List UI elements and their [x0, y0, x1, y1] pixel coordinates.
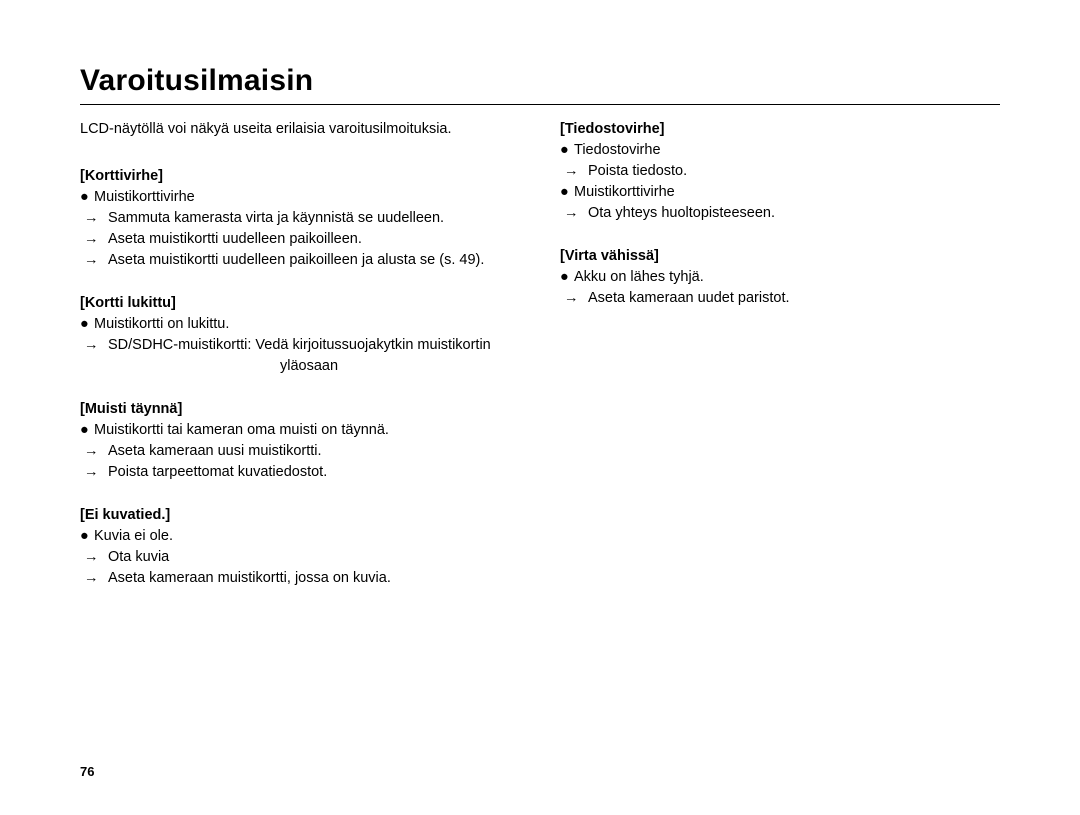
- bullet-text: Tiedostovirhe: [574, 140, 661, 161]
- bullet-icon: ●: [80, 314, 94, 335]
- section-virta-vahissa: [Virta vähissä] ● Akku on lähes tyhjä. →…: [560, 246, 1000, 309]
- arrow-item: → Ota kuvia: [80, 547, 520, 568]
- arrow-item: → Ota yhteys huoltopisteeseen.: [560, 203, 1000, 224]
- bullet-item: ● Akku on lähes tyhjä.: [560, 267, 1000, 288]
- arrow-item: → SD/SDHC-muistikortti: Vedä kirjoitussu…: [80, 335, 520, 356]
- section-heading: [Ei kuvatied.]: [80, 505, 520, 526]
- arrow-item: → Poista tiedosto.: [560, 161, 1000, 182]
- section-heading: [Virta vähissä]: [560, 246, 1000, 267]
- section-heading: [Kortti lukittu]: [80, 293, 520, 314]
- bullet-icon: ●: [80, 187, 94, 208]
- arrow-icon: →: [80, 208, 108, 229]
- arrow-item: → Poista tarpeettomat kuvatiedostot.: [80, 462, 520, 483]
- bullet-text: Kuvia ei ole.: [94, 526, 173, 547]
- arrow-icon: →: [80, 441, 108, 462]
- arrow-text: Poista tiedosto.: [588, 161, 687, 182]
- bullet-text: Muistikorttivirhe: [574, 182, 675, 203]
- arrow-text: Aseta muistikortti uudelleen paikoilleen…: [108, 250, 484, 271]
- bullet-text: Muistikorttivirhe: [94, 187, 195, 208]
- section-heading: [Korttivirhe]: [80, 166, 520, 187]
- arrow-icon: →: [560, 203, 588, 224]
- bullet-text: Akku on lähes tyhjä.: [574, 267, 704, 288]
- arrow-icon: →: [560, 288, 588, 309]
- arrow-item: → Aseta muistikortti uudelleen paikoille…: [80, 250, 520, 271]
- arrow-icon: →: [80, 462, 108, 483]
- arrow-icon: →: [80, 335, 108, 356]
- arrow-item: → Aseta kameraan muistikortti, jossa on …: [80, 568, 520, 589]
- right-column: [Tiedostovirhe] ● Tiedostovirhe → Poista…: [560, 119, 1000, 611]
- arrow-item: → Sammuta kamerasta virta ja käynnistä s…: [80, 208, 520, 229]
- arrow-text: Sammuta kamerasta virta ja käynnistä se …: [108, 208, 444, 229]
- arrow-text: Aseta kameraan uudet paristot.: [588, 288, 790, 309]
- arrow-icon: →: [80, 229, 108, 250]
- section-heading: [Muisti täynnä]: [80, 399, 520, 420]
- bullet-item: ● Muistikorttivirhe: [560, 182, 1000, 203]
- page: Varoitusilmaisin LCD-näytöllä voi näkyä …: [0, 0, 1080, 815]
- arrow-text: Aseta muistikortti uudelleen paikoilleen…: [108, 229, 362, 250]
- arrow-icon: →: [80, 568, 108, 589]
- arrow-icon: →: [560, 161, 588, 182]
- arrow-icon: →: [80, 547, 108, 568]
- bullet-icon: ●: [80, 420, 94, 441]
- arrow-continuation: yläosaan: [80, 356, 520, 377]
- bullet-icon: ●: [560, 267, 574, 288]
- arrow-text: Aseta kameraan muistikortti, jossa on ku…: [108, 568, 391, 589]
- section-korttivirhe: [Korttivirhe] ● Muistikorttivirhe → Samm…: [80, 166, 520, 271]
- page-title: Varoitusilmaisin: [80, 64, 1000, 105]
- section-tiedostovirhe: [Tiedostovirhe] ● Tiedostovirhe → Poista…: [560, 119, 1000, 224]
- bullet-icon: ●: [560, 140, 574, 161]
- bullet-item: ● Muistikortti on lukittu.: [80, 314, 520, 335]
- arrow-text: SD/SDHC-muistikortti: Vedä kirjoitussuoj…: [108, 335, 491, 356]
- bullet-icon: ●: [80, 526, 94, 547]
- arrow-icon: →: [80, 250, 108, 271]
- bullet-item: ● Muistikortti tai kameran oma muisti on…: [80, 420, 520, 441]
- bullet-item: ● Kuvia ei ole.: [80, 526, 520, 547]
- section-heading: [Tiedostovirhe]: [560, 119, 1000, 140]
- bullet-text: Muistikortti tai kameran oma muisti on t…: [94, 420, 389, 441]
- arrow-item: → Aseta kameraan uudet paristot.: [560, 288, 1000, 309]
- bullet-icon: ●: [560, 182, 574, 203]
- left-column: LCD-näytöllä voi näkyä useita erilaisia …: [80, 119, 520, 611]
- intro-text: LCD-näytöllä voi näkyä useita erilaisia …: [80, 119, 520, 140]
- page-number: 76: [80, 764, 94, 779]
- arrow-text: Aseta kameraan uusi muistikortti.: [108, 441, 322, 462]
- bullet-text: Muistikortti on lukittu.: [94, 314, 229, 335]
- bullet-item: ● Muistikorttivirhe: [80, 187, 520, 208]
- arrow-item: → Aseta kameraan uusi muistikortti.: [80, 441, 520, 462]
- arrow-text: Poista tarpeettomat kuvatiedostot.: [108, 462, 327, 483]
- arrow-item: → Aseta muistikortti uudelleen paikoille…: [80, 229, 520, 250]
- arrow-text: Ota yhteys huoltopisteeseen.: [588, 203, 775, 224]
- content-columns: LCD-näytöllä voi näkyä useita erilaisia …: [80, 119, 1000, 611]
- section-ei-kuvatied: [Ei kuvatied.] ● Kuvia ei ole. → Ota kuv…: [80, 505, 520, 589]
- arrow-text: Ota kuvia: [108, 547, 169, 568]
- bullet-item: ● Tiedostovirhe: [560, 140, 1000, 161]
- section-kortti-lukittu: [Kortti lukittu] ● Muistikortti on lukit…: [80, 293, 520, 377]
- section-muisti-taynna: [Muisti täynnä] ● Muistikortti tai kamer…: [80, 399, 520, 483]
